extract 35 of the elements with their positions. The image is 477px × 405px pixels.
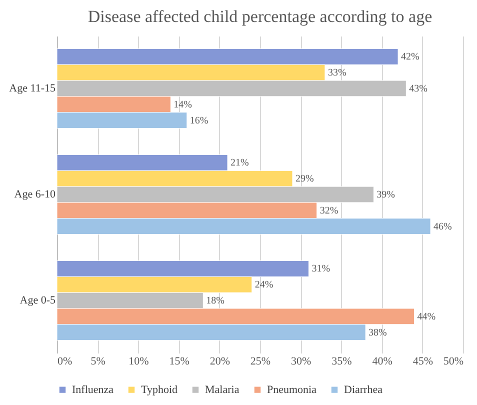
- y-tick-label: Age 6-10: [14, 188, 56, 200]
- legend-label: Malaria: [205, 384, 240, 396]
- legend-label: Influenza: [72, 384, 114, 396]
- y-tick-label: Age 11-15: [9, 82, 56, 94]
- data-label: 14%: [174, 99, 192, 110]
- data-label: 43%: [409, 83, 428, 94]
- legend-label: Pneumonia: [267, 384, 317, 396]
- x-tick-label: 20%: [210, 356, 230, 368]
- x-tick-label: 30%: [291, 356, 312, 368]
- data-label: 44%: [417, 311, 436, 322]
- x-tick-label: 10%: [128, 356, 149, 368]
- data-label: 16%: [190, 115, 208, 126]
- data-label: 46%: [434, 221, 452, 232]
- data-label: 31%: [312, 264, 330, 275]
- data-label: 42%: [401, 52, 420, 63]
- legend-label: Typhoid: [141, 384, 178, 396]
- data-label: 39%: [376, 190, 396, 200]
- x-tick-label: 50%: [443, 356, 464, 368]
- data-label: 32%: [320, 205, 338, 216]
- data-label: 18%: [206, 296, 225, 307]
- legend-label: Diarrhea: [344, 384, 383, 396]
- x-tick-label: 15%: [169, 356, 190, 368]
- x-tick-label: 0%: [58, 356, 72, 368]
- chart-title: Disease affected child percentage according to age: [88, 7, 432, 26]
- data-label: 38%: [368, 327, 387, 338]
- x-tick-label: 25%: [250, 356, 271, 368]
- data-label: 29%: [295, 174, 314, 185]
- x-tick-label: 40%: [372, 356, 392, 368]
- data-label: 21%: [230, 158, 249, 169]
- x-tick-label: 5%: [90, 356, 106, 368]
- y-tick-label: Age 0-5: [20, 294, 56, 307]
- data-label: 33%: [328, 68, 346, 79]
- x-tick-label: 45%: [412, 356, 433, 368]
- x-tick-label: 35%: [332, 356, 352, 368]
- data-label: 24%: [254, 280, 274, 291]
